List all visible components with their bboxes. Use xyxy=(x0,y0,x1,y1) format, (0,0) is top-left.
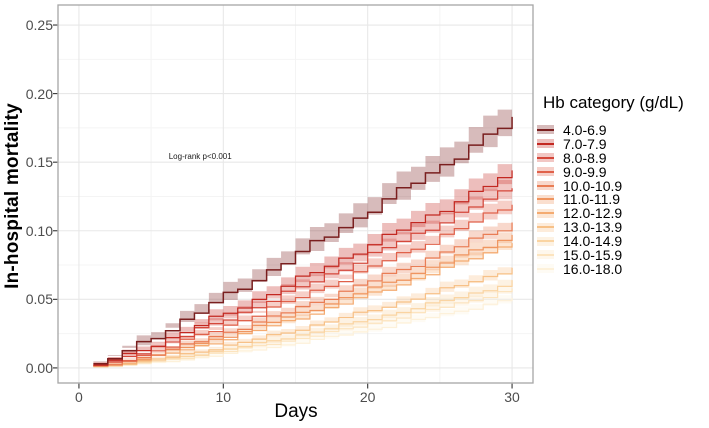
legend-item: 7.0-7.9 xyxy=(537,135,709,152)
legend-item-label: 9.0-9.9 xyxy=(563,163,607,180)
legend-key-line-swatch xyxy=(537,267,554,270)
legend-item: 13.0-13.9 xyxy=(537,219,709,236)
legend-item-label: 4.0-6.9 xyxy=(563,121,607,138)
legend-item: 4.0-6.9 xyxy=(537,121,709,138)
series-line-7 xyxy=(93,267,513,368)
legend-key-icon xyxy=(537,139,554,149)
legend-item-label: 16.0-18.0 xyxy=(563,260,623,277)
panel-border xyxy=(57,4,534,384)
y-tick-label: 0.10 xyxy=(25,222,53,239)
legend-title: Hb category (g/dL) xyxy=(543,93,684,112)
logrank-annotation: Log-rank p<0.001 xyxy=(168,151,232,161)
legend-item-label: 10.0-10.9 xyxy=(563,177,623,194)
x-tick-label: 0 xyxy=(75,389,83,405)
legend-item: 12.0-12.9 xyxy=(537,205,709,222)
legend-item-label: 8.0-8.9 xyxy=(563,149,607,166)
x-tick-label: 30 xyxy=(504,389,520,405)
legend-key-line-swatch xyxy=(537,184,554,187)
legend: Hb category (g/dL) 4.0-6.9 7.0-7.9 8.0-8.9… xyxy=(537,93,709,277)
legend-item-label: 11.0-11.9 xyxy=(563,191,621,208)
series-line-0 xyxy=(93,116,513,365)
legend-key-icon xyxy=(537,236,554,246)
legend-item: 8.0-8.9 xyxy=(537,149,709,166)
legend-key-icon xyxy=(537,125,554,135)
x-tick-label: 10 xyxy=(215,389,232,405)
legend-key-line-swatch xyxy=(537,198,554,201)
y-tick-label: 0.05 xyxy=(25,291,53,308)
legend-key-line-swatch xyxy=(537,128,554,131)
series-line-3 xyxy=(93,204,513,366)
legend-item-label: 14.0-14.9 xyxy=(563,233,623,250)
y-tick-label: 0.20 xyxy=(25,85,53,102)
legend-item: 10.0-10.9 xyxy=(537,177,709,194)
legend-item-label: 13.0-13.9 xyxy=(563,219,623,236)
legend-items: 4.0-6.9 7.0-7.9 8.0-8.9 9.0-9.9 10.0-10.9 11.… xyxy=(537,121,709,277)
legend-item: 16.0-18.0 xyxy=(537,260,709,277)
legend-key-icon xyxy=(537,222,554,232)
legend-key-icon xyxy=(537,250,554,260)
legend-item: 11.0-11.9 xyxy=(537,191,709,208)
legend-key-icon xyxy=(537,153,554,163)
x-axis-title: Days xyxy=(274,401,318,422)
legend-key-icon xyxy=(537,194,554,204)
y-tick-label: 0.15 xyxy=(25,154,53,171)
legend-item: 9.0-9.9 xyxy=(537,163,709,180)
legend-key-line-swatch xyxy=(537,212,554,215)
legend-key-icon xyxy=(537,264,554,274)
legend-item-label: 7.0-7.9 xyxy=(563,135,607,152)
series-line-1 xyxy=(93,170,513,366)
legend-key-line-swatch xyxy=(537,142,554,145)
legend-key-line-swatch xyxy=(537,226,554,229)
legend-key-line-swatch xyxy=(537,253,554,256)
series-line-10 xyxy=(93,297,513,368)
legend-key-line-swatch xyxy=(537,240,554,243)
legend-key-icon xyxy=(537,208,554,218)
legend-key-line-swatch xyxy=(537,156,554,159)
legend-item-label: 12.0-12.9 xyxy=(563,205,623,222)
legend-item: 15.0-15.9 xyxy=(537,246,709,263)
x-tick-label: 20 xyxy=(359,389,376,405)
legend-item-label: 15.0-15.9 xyxy=(563,246,623,263)
legend-key-icon xyxy=(537,167,554,177)
legend-key-line-swatch xyxy=(537,170,554,173)
y-tick-label: 0.00 xyxy=(25,359,53,376)
legend-item: 14.0-14.9 xyxy=(537,233,709,250)
legend-key-icon xyxy=(537,181,554,190)
y-tick-label: 0.25 xyxy=(25,17,53,34)
